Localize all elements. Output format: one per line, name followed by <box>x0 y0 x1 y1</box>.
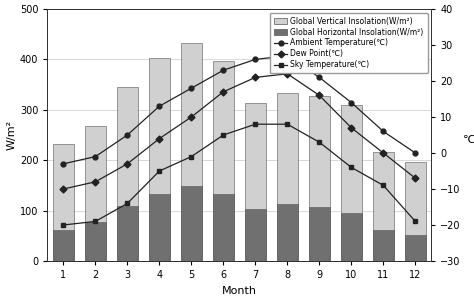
Bar <box>341 105 362 261</box>
X-axis label: Month: Month <box>222 286 257 296</box>
Bar <box>213 61 234 261</box>
Legend: Global Vertical Insolation(W/m²), Global Horizontal Insolation(W/m²), Ambient Te: Global Vertical Insolation(W/m²), Global… <box>270 13 428 73</box>
Bar <box>181 186 202 261</box>
Bar <box>245 209 266 261</box>
Bar <box>373 230 394 261</box>
Bar <box>53 230 74 261</box>
Bar <box>245 103 266 261</box>
Bar <box>53 144 74 261</box>
Y-axis label: ℃: ℃ <box>463 135 474 145</box>
Bar <box>373 152 394 261</box>
Bar <box>309 207 330 261</box>
Bar <box>277 204 298 261</box>
Bar <box>405 162 426 261</box>
Bar <box>341 213 362 261</box>
Bar <box>85 222 106 261</box>
Bar <box>213 194 234 261</box>
Bar <box>309 96 330 261</box>
Bar <box>181 43 202 261</box>
Bar <box>117 206 138 261</box>
Bar <box>149 194 170 261</box>
Bar <box>277 93 298 261</box>
Bar <box>117 87 138 261</box>
Y-axis label: W/m²: W/m² <box>7 120 17 150</box>
Bar <box>85 126 106 261</box>
Bar <box>405 235 426 261</box>
Bar <box>149 58 170 261</box>
